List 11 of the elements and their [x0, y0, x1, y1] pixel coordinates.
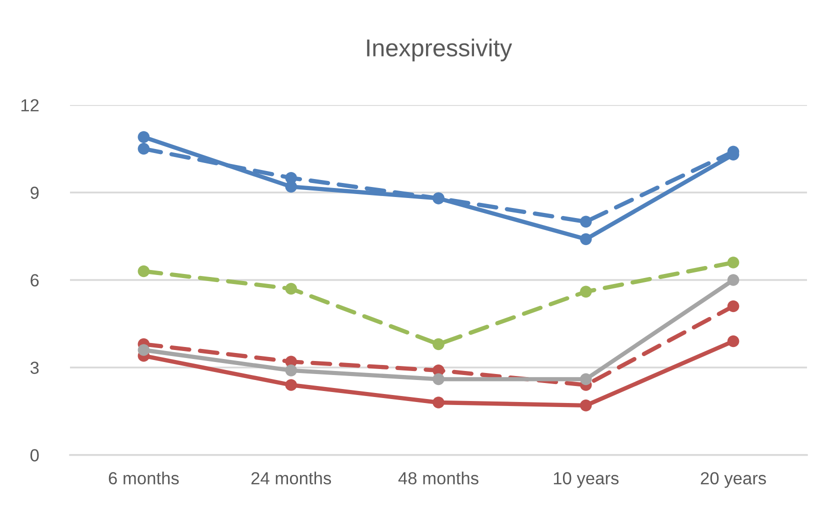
y-tick-label: 9: [30, 186, 39, 199]
y-tick-label: 6: [30, 274, 39, 286]
chart-title: Inexpressivity: [367, 38, 512, 62]
x-tick-label: 24 months: [251, 472, 332, 484]
y-tick-label: 0: [30, 449, 39, 462]
y-tick-label: 12: [21, 99, 39, 112]
x-tick-label: 48 months: [398, 472, 478, 484]
x-tick-label: 20 years: [700, 472, 766, 488]
y-tick-label: 3: [30, 362, 39, 374]
x-tick-label: 10 years: [554, 472, 619, 488]
x-tick-label: 6 months: [108, 472, 179, 484]
